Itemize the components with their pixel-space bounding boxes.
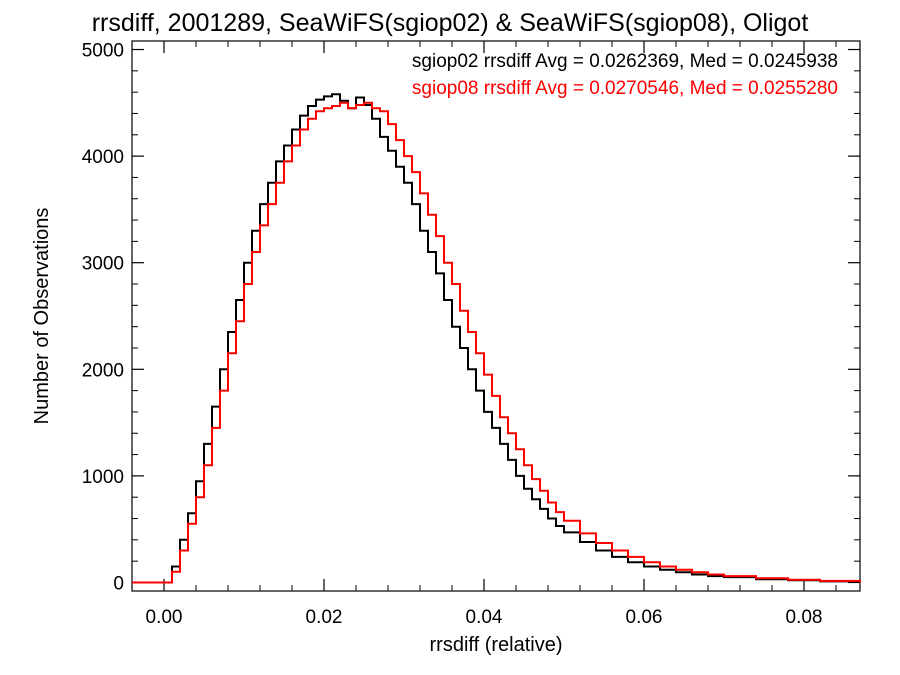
y-axis-ticks: 0 1000 2000 3000 4000 5000 [82,41,860,594]
y-tick-label: 2000 [82,360,124,381]
legend-entry-sgiop08: sgiop08 rrsdiff Avg = 0.0270546, Med = 0… [412,78,838,99]
x-axis-ticks: 0.00 0.02 0.04 0.06 0.08 [146,41,837,628]
series-line-sgiop08 [132,101,861,584]
y-tick-label: 4000 [82,147,124,168]
x-tick-label: 0.08 [786,607,823,628]
x-tick-label: 0.06 [626,607,663,628]
x-tick-label: 0.00 [146,607,183,628]
y-tick-label: 5000 [82,41,124,62]
x-tick-label: 0.02 [306,607,343,628]
x-tick-label: 0.04 [466,607,503,628]
y-tick-label: 0 [113,573,124,594]
x-axis-label: rrsdiff (relative) [430,634,563,656]
y-tick-label: 3000 [82,254,124,275]
legend-entry-sgiop02: sgiop02 rrsdiff Avg = 0.0262369, Med = 0… [412,51,838,72]
series-layer [132,93,861,584]
plot-frame-group [131,40,861,592]
y-axis-label: Number of Observations [31,208,53,425]
y-tick-label: 1000 [82,467,124,488]
chart-title: rrsdiff, 2001289, SeaWiFS(sgiop02) & Sea… [92,9,809,37]
series-line-sgiop02 [132,93,861,584]
plot-frame [131,40,861,592]
